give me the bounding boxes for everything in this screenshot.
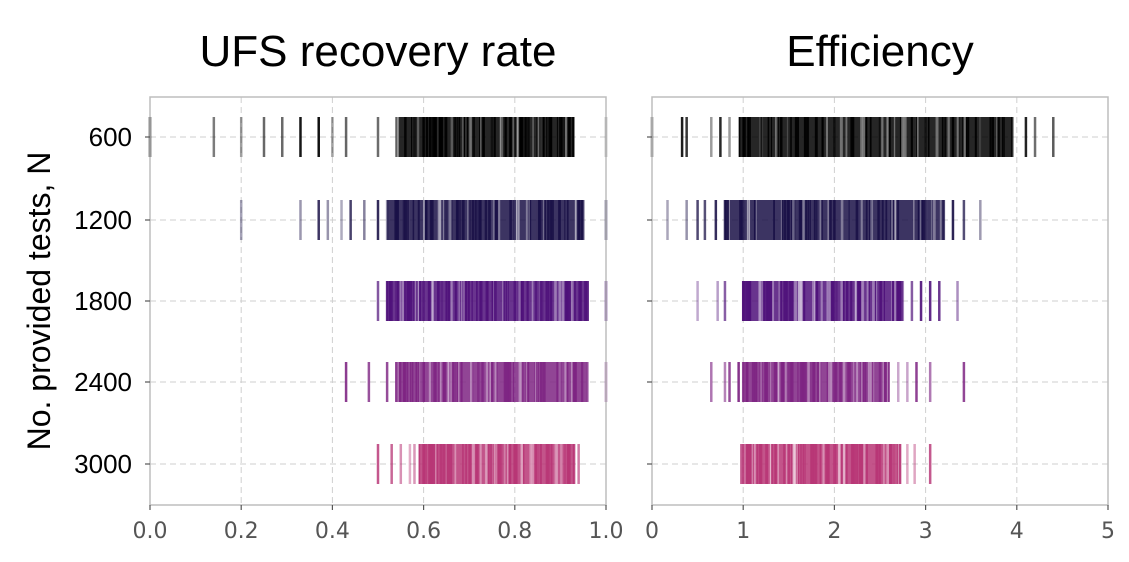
category-label-3000: 3000 <box>74 449 132 479</box>
panel-title: Efficiency <box>786 27 974 76</box>
dense-band <box>738 117 1013 157</box>
x-tick-label-1: 1 <box>736 519 750 544</box>
series-strip-2400 <box>344 362 608 402</box>
series-strip-2400 <box>710 362 966 402</box>
x-tick-label-0.8: 0.8 <box>497 519 532 544</box>
x-tick-label-5: 5 <box>1101 519 1115 544</box>
x-tick-label-0.2: 0.2 <box>224 519 259 544</box>
category-label-1200: 1200 <box>74 205 132 235</box>
panel-1: UFS recovery rate 0.0 0.2 0.4 0.6 0.8 1.0 <box>133 27 624 544</box>
x-tick-label-0.6: 0.6 <box>406 519 441 544</box>
panel-title: UFS recovery rate <box>200 27 557 76</box>
chart-panels: 600 1200 1800 2400 3000 UFS recovery rate 0.0 0… <box>74 27 1115 544</box>
series-strip-1200 <box>666 200 982 240</box>
series-strip-1200 <box>239 200 608 240</box>
y-axis-label: No. provided tests, N <box>21 152 57 451</box>
series-strip-3000 <box>376 444 580 484</box>
x-tick-label-1.0: 1.0 <box>589 519 624 544</box>
x-tick-label-2: 2 <box>827 519 841 544</box>
series-strip-1800 <box>696 281 959 321</box>
x-tick-label-0.4: 0.4 <box>315 519 350 544</box>
series-strip-3000 <box>740 444 932 484</box>
panel-2: Efficiency 0 1 2 3 4 5 <box>645 27 1115 544</box>
series-strip-600 <box>148 117 608 157</box>
category-label-1800: 1800 <box>74 286 132 316</box>
x-tick-label-4: 4 <box>1010 519 1024 544</box>
x-tick-label-0.0: 0.0 <box>133 519 168 544</box>
series-strip-1800 <box>376 281 608 321</box>
x-tick-label-0: 0 <box>645 519 659 544</box>
category-label-2400: 2400 <box>74 367 132 397</box>
series-strip-600 <box>650 117 1055 157</box>
x-tick-label-3: 3 <box>919 519 933 544</box>
category-label-600: 600 <box>89 122 132 152</box>
